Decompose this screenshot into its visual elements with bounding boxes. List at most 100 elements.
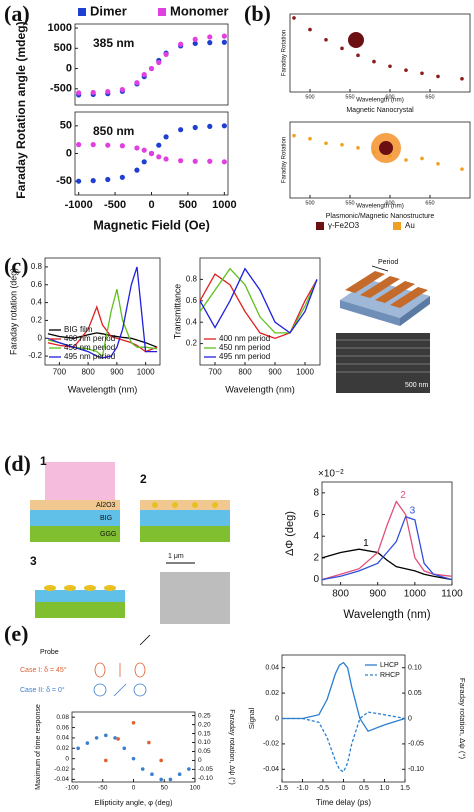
- data-point: [324, 141, 328, 146]
- data-point: [308, 136, 312, 141]
- data-point: [148, 65, 155, 72]
- data-point: [207, 158, 213, 164]
- y-axis-label: Signal: [247, 708, 256, 730]
- x-tick-label: 0: [148, 199, 154, 211]
- step-label: 1: [40, 454, 47, 468]
- x-tick-label: 900: [110, 367, 124, 376]
- x-tick-label: 50: [161, 785, 169, 792]
- data-point: [141, 159, 147, 165]
- y-axis-label: ΔΦ (deg): [284, 511, 296, 556]
- x-tick-label: 100: [190, 785, 201, 792]
- x-tick-label: 1.5: [400, 785, 410, 792]
- data-point: [119, 174, 125, 180]
- y-tick-label: 0.8: [31, 262, 43, 271]
- layer-label: GGG: [100, 531, 116, 538]
- data-point: [113, 736, 117, 740]
- data-point: [388, 64, 392, 69]
- panel-label: (a): [4, 1, 30, 26]
- data-point: [104, 758, 108, 763]
- x-axis-label: Ellipticity angle, φ (deg): [95, 798, 173, 807]
- x-tick-label: 800: [238, 367, 252, 376]
- x-axis-label: Wavelength (nm): [356, 97, 404, 104]
- y2-tick-label: 0.25: [198, 712, 211, 719]
- legend-label: 400 nm period: [219, 334, 270, 343]
- schematic-3: [35, 585, 125, 618]
- data-point: [221, 39, 227, 45]
- data-point: [134, 167, 140, 173]
- y2-tick-label: 0.10: [408, 665, 422, 672]
- sem-stripes: [336, 339, 430, 373]
- step-label: 2: [140, 472, 147, 486]
- y-axis-label: Maximum of time response: [34, 704, 42, 790]
- x-tick-label: 800: [332, 589, 349, 600]
- data-point: [119, 143, 125, 149]
- y2-tick-label: -0.05: [408, 741, 424, 748]
- layer-label: BIG: [100, 515, 112, 522]
- schematic-1: [30, 462, 120, 542]
- x-tick-label: -50: [98, 785, 108, 792]
- x-tick-label: 600: [385, 200, 394, 206]
- data-point: [192, 124, 198, 131]
- data-point: [150, 772, 154, 777]
- legend-marker: [78, 8, 86, 16]
- layer-label: Al2O3: [96, 502, 116, 509]
- x-tick-label: 500: [305, 94, 314, 100]
- y-tick-label: 0: [313, 574, 319, 585]
- y-axis-label: Faraday Rotation angle (mdeg): [14, 21, 28, 198]
- y2-tick-label: 0.20: [198, 721, 211, 728]
- y2-tick-label: -0.10: [408, 766, 424, 773]
- y2-axis-label: Faraday rotation, Δψ (°): [458, 678, 467, 760]
- series-line: [199, 267, 318, 334]
- legend-label: 400 nm period: [64, 334, 115, 343]
- y-tick-label: -50: [56, 175, 72, 187]
- data-point: [90, 142, 96, 148]
- x-tick-label: -0.5: [317, 785, 329, 792]
- series-line: [321, 548, 453, 581]
- y-axis-label: Faraday rotation (deg): [8, 268, 18, 355]
- data-point: [90, 178, 96, 184]
- y-tick-label: 0.06: [56, 724, 69, 731]
- series-line: [321, 500, 453, 581]
- legend-label: 450 nm period: [64, 343, 115, 352]
- data-point: [159, 777, 163, 782]
- caption: Magnetic Nanocrystal: [346, 107, 414, 114]
- series-line: [199, 273, 318, 339]
- axes-frame: [289, 13, 471, 93]
- data-point: [76, 178, 82, 184]
- series-label: 1: [363, 538, 369, 549]
- data-point: [148, 150, 155, 157]
- y2-tick-label: 0: [408, 715, 412, 722]
- x-tick-label: 0: [342, 785, 346, 792]
- series-line: [47, 266, 158, 359]
- x-axis-label: Wavelength (nm): [68, 384, 138, 394]
- axes-frame: [321, 481, 453, 586]
- y-tick-label: 0.04: [265, 665, 279, 672]
- panel-label: (c): [4, 253, 28, 278]
- x-tick-label: 700: [53, 367, 67, 376]
- step-label: 3: [30, 554, 37, 568]
- x-tick-label: 550: [345, 200, 354, 206]
- data-point: [156, 59, 162, 66]
- legend-label: Monomer: [170, 3, 229, 18]
- schematic-2: [140, 500, 230, 542]
- period-label: Period: [378, 259, 398, 266]
- data-point: [131, 756, 136, 761]
- y-tick-label: 0.08: [56, 714, 69, 721]
- legend-swatch: [316, 222, 324, 230]
- data-point: [420, 156, 424, 161]
- y-axis-label: Transmittance: [172, 284, 182, 340]
- y-tick-label: 0.4: [186, 317, 198, 326]
- legend-label: LHCP: [380, 662, 399, 669]
- y-tick-label: 2: [313, 553, 319, 564]
- data-point: [76, 142, 82, 148]
- data-point: [76, 746, 80, 751]
- probe-label: Probe: [40, 649, 59, 656]
- x-axis-label: Wavelength (nm): [343, 609, 430, 621]
- x-tick-label: 1000: [404, 589, 427, 600]
- legend-label: γ-Fe2O3: [328, 221, 360, 230]
- legend-label: Dimer: [90, 3, 127, 18]
- x-tick-label: 650: [425, 200, 434, 206]
- grating-illustration: [340, 265, 430, 326]
- data-point: [147, 740, 151, 745]
- y-tick-label: 0.2: [186, 339, 198, 348]
